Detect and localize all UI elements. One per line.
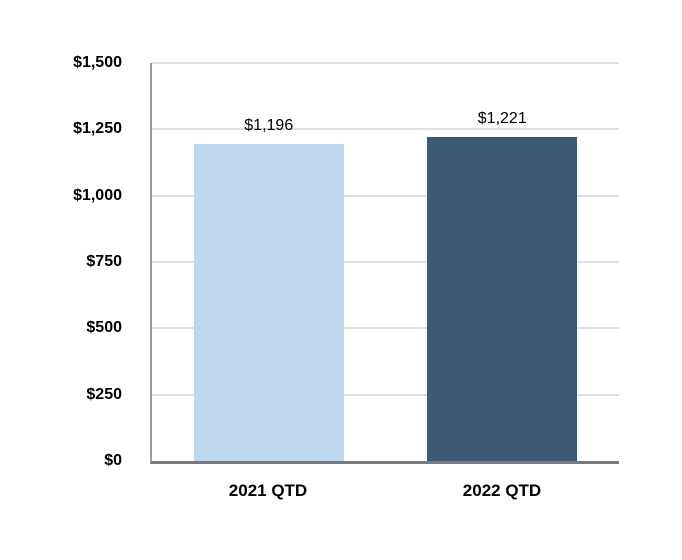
gridline-1500 xyxy=(152,62,619,64)
plot-area: $1,196 $1,221 xyxy=(150,62,620,464)
x-axis-label-2022-qtd: 2022 QTD xyxy=(462,481,542,500)
x-axis-label-2021-qtd: 2021 QTD xyxy=(228,481,308,500)
gridline-250 xyxy=(152,393,619,396)
y-axis-tick-label: $1,250 xyxy=(73,120,122,137)
y-axis-tick-label: $1,500 xyxy=(73,54,122,71)
bar-value-label-2022-qtd: $1,221 xyxy=(477,110,527,128)
gridline-750 xyxy=(152,261,619,263)
bar-value-label-2021-qtd: $1,196 xyxy=(244,116,294,134)
y-axis-tick-label: $250 xyxy=(86,386,122,403)
y-axis-tick-label: $750 xyxy=(86,253,122,270)
bar-group-2021-qtd: $1,196 xyxy=(152,63,386,461)
bar-2022-qtd xyxy=(427,137,578,461)
y-axis-tick-label: $0 xyxy=(104,452,122,469)
gridline-1000 xyxy=(152,194,619,197)
bar-group-2022-qtd: $1,221 xyxy=(386,63,620,461)
bar-2021-qtd xyxy=(193,143,344,461)
gridline-1250 xyxy=(152,128,619,131)
y-axis-tick-label: $500 xyxy=(86,319,122,336)
y-axis-tick-label: $1,000 xyxy=(73,187,122,204)
gridline-500 xyxy=(152,327,619,330)
